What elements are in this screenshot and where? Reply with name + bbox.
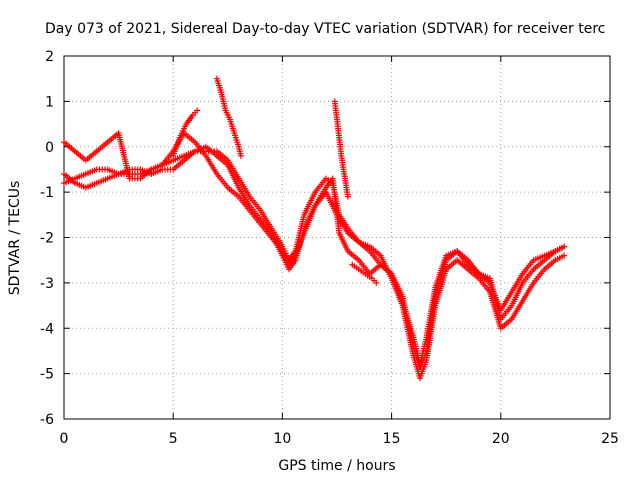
data-point (561, 252, 568, 259)
data-point (373, 279, 380, 286)
y-tick-label: -2 (40, 231, 54, 247)
x-tick-label: 20 (492, 431, 510, 447)
x-tick-label: 5 (169, 431, 178, 447)
data-point (344, 193, 351, 200)
data-point (237, 152, 244, 159)
data-point (561, 243, 568, 250)
data-point (194, 107, 201, 114)
y-tick-label: 1 (45, 94, 54, 110)
y-tick-label: -5 (40, 367, 54, 383)
data-points (61, 75, 568, 382)
y-tick-label: -6 (40, 412, 54, 428)
y-tick-label: -1 (40, 185, 54, 201)
x-tick-label: 10 (273, 431, 291, 447)
y-axis-label: SDTVAR / TECUs (7, 181, 23, 296)
x-tick-label: 15 (383, 431, 401, 447)
y-tick-label: 0 (45, 140, 54, 156)
chart-title: Day 073 of 2021, Sidereal Day-to-day VTE… (45, 21, 605, 37)
x-axis-label: GPS time / hours (278, 458, 395, 474)
x-tick-label: 25 (601, 431, 619, 447)
y-tick-label: -3 (40, 276, 54, 292)
y-tick-label: -4 (40, 321, 54, 337)
x-tick-label: 0 (60, 431, 69, 447)
y-tick-label: 2 (45, 49, 54, 65)
